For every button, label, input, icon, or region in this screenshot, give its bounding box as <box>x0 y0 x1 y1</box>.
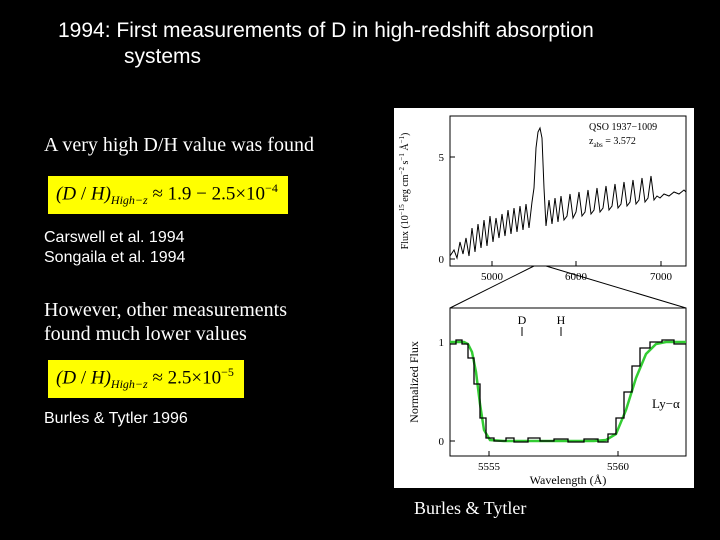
bottom-ylabel: Normalized Flux <box>407 341 421 423</box>
bottom-xlabel: Wavelength (Å) <box>530 473 607 487</box>
formula-high-dh: (D / H)High−z ≈ 1.9 − 2.5×10−4 <box>48 176 288 214</box>
formula2-times: ×10 <box>191 367 221 388</box>
formula1-times: ×10 <box>235 183 265 204</box>
formula2-sub: High−z <box>111 377 148 391</box>
formula1-sub: High−z <box>111 193 148 207</box>
formula2-exp: −5 <box>221 365 234 379</box>
bottom-ytick-0: 0 <box>439 436 445 448</box>
spectrum-svg: Flux (10−15 erg cm−2 s−1 Å−1) 0 5 5000 6… <box>394 108 694 488</box>
marker-h-label: H <box>557 313 566 327</box>
top-ylabel: Flux (10−15 erg cm−2 s−1 Å−1) <box>398 133 411 250</box>
formula2-val: 2.5 <box>168 367 192 388</box>
bottom-ytick-1: 1 <box>439 337 445 349</box>
formula1-approx: ≈ <box>148 183 168 204</box>
top-xtick-2: 7000 <box>650 271 673 283</box>
spectrum-figure: Flux (10−15 erg cm−2 s−1 Å−1) 0 5 5000 6… <box>394 108 694 488</box>
top-info-line1: QSO 1937−1009 <box>589 122 657 133</box>
top-panel: Flux (10−15 erg cm−2 s−1 Å−1) 0 5 5000 6… <box>398 116 686 308</box>
top-ytick-1: 5 <box>439 152 445 164</box>
bottom-xtick-1: 5560 <box>607 461 630 473</box>
references-1: Carswell et al. 1994 Songaila et al. 199… <box>44 228 185 268</box>
ref1-line1: Carswell et al. 1994 <box>44 228 185 248</box>
marker-d-label: D <box>518 313 527 327</box>
title-line2: systems <box>58 44 618 70</box>
subheading-2: However, other measurements found much l… <box>44 298 287 346</box>
formula2-num: D <box>62 367 76 388</box>
bottom-panel: Normalized Flux Wavelength (Å) 0 1 5555 … <box>407 308 686 487</box>
formula1-den: H <box>91 183 105 204</box>
formula1-exp: −4 <box>265 181 278 195</box>
formula-low-dh: (D / H)High−z ≈ 2.5×10−5 <box>48 360 244 398</box>
top-xtick-0: 5000 <box>481 271 504 283</box>
slide-title: 1994: First measurements of D in high-re… <box>58 18 618 71</box>
formula1-range: 1.9 − 2.5 <box>168 183 236 204</box>
formula1-num: D <box>62 183 76 204</box>
formula2-den: H <box>91 367 105 388</box>
formula1-slash: / <box>76 183 91 204</box>
lya-label: Ly−α <box>652 396 680 411</box>
top-axes-box <box>450 116 686 266</box>
subhead2-line2: found much lower values <box>44 322 287 346</box>
top-ytick-0: 0 <box>439 254 445 266</box>
subheading-1: A very high D/H value was found <box>44 134 314 157</box>
bottom-xtick-0: 5555 <box>478 461 501 473</box>
subhead2-line1: However, other measurements <box>44 298 287 322</box>
references-2: Burles & Tytler 1996 <box>44 410 188 428</box>
figure-credit: Burles & Tytler <box>414 498 526 519</box>
ref1-line2: Songaila et al. 1994 <box>44 248 185 268</box>
formula2-slash: / <box>76 367 91 388</box>
title-line1: 1994: First measurements of D in high-re… <box>58 19 594 42</box>
formula2-approx: ≈ <box>148 367 168 388</box>
